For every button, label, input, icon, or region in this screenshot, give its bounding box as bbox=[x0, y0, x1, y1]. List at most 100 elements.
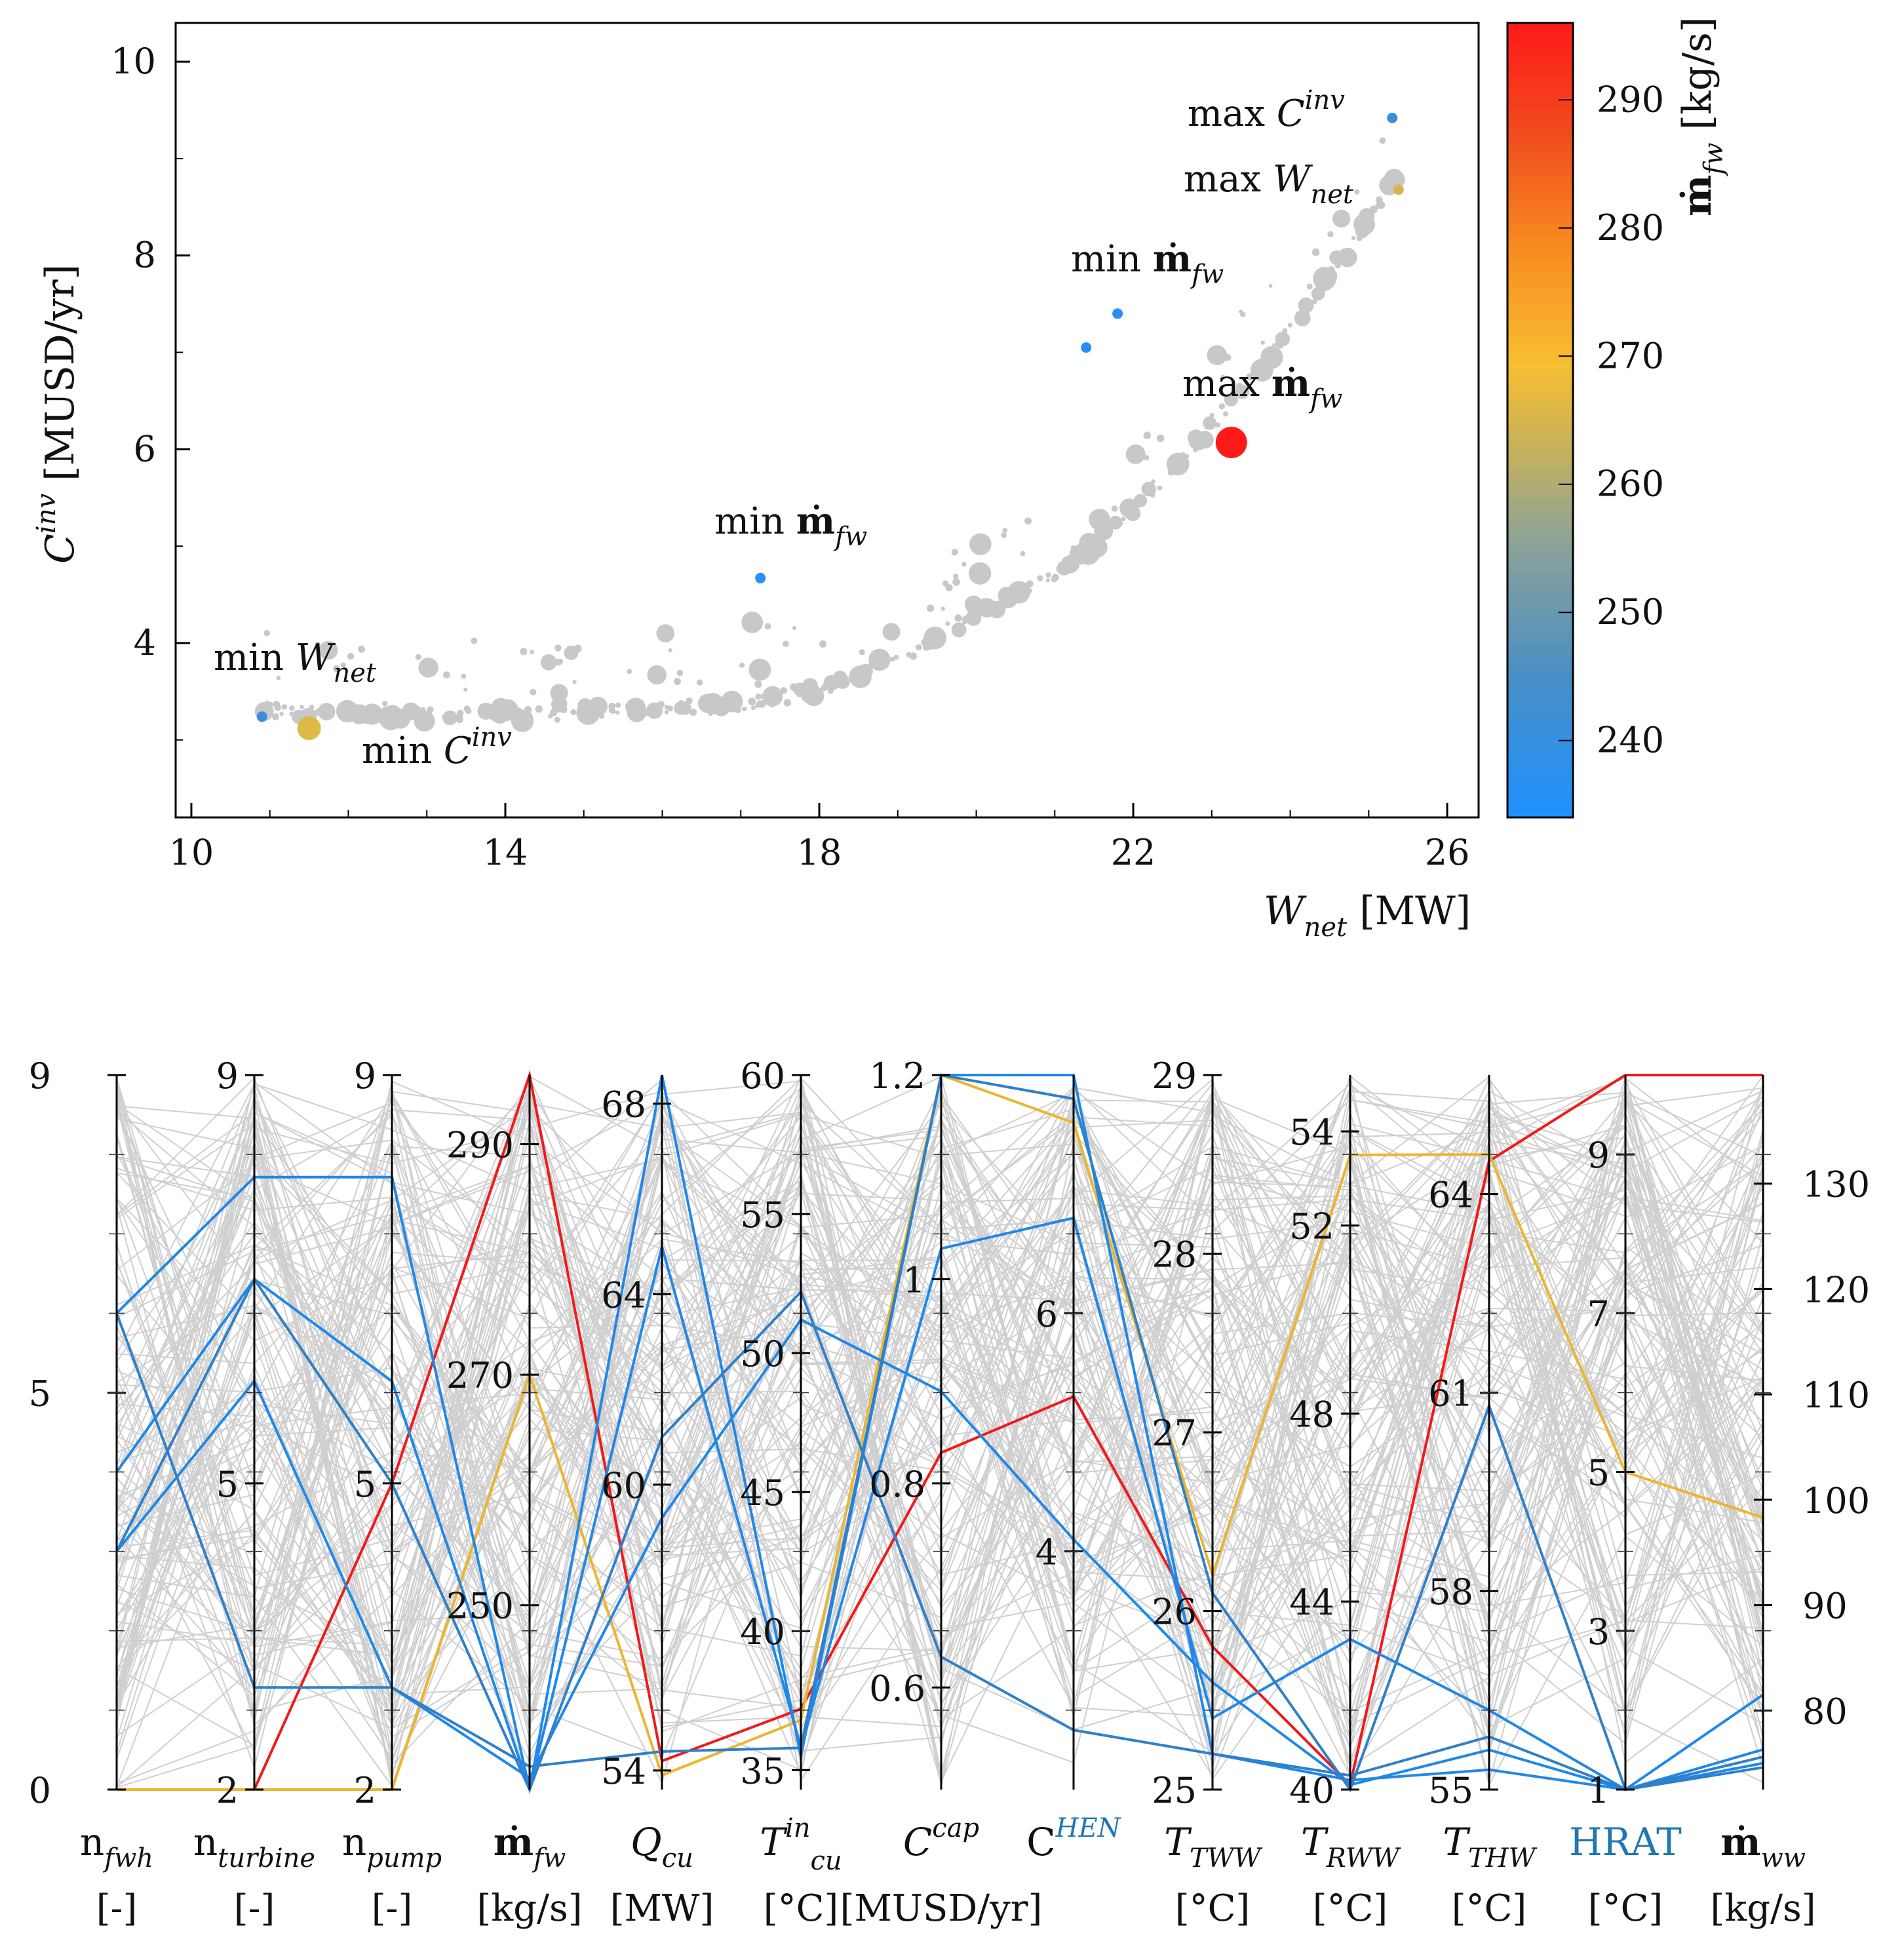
pc-axis-tick-label: 1 bbox=[1587, 1770, 1610, 1811]
scatter-background-point bbox=[792, 625, 797, 631]
scatter-background-point bbox=[576, 701, 600, 725]
pc-axis-tick-label: 9 bbox=[1587, 1135, 1610, 1176]
pc-axis-tick-label: 80 bbox=[1802, 1691, 1848, 1732]
scatter-y-ticks: 4 6 8 10 bbox=[111, 41, 190, 741]
scatter-background-point bbox=[739, 662, 745, 668]
scatter-highlight-point bbox=[1387, 112, 1398, 123]
scatter-background-point bbox=[676, 669, 684, 676]
scatter-background-point bbox=[961, 561, 967, 567]
scatter-background-point bbox=[1157, 485, 1162, 491]
scatter-background-point bbox=[702, 693, 724, 715]
scatter-x-tick-label: 14 bbox=[483, 832, 528, 873]
scatter-background-point bbox=[317, 703, 336, 720]
scatter-background-point bbox=[360, 709, 366, 716]
pc-axis-tick-label: 68 bbox=[601, 1084, 646, 1126]
scatter-background-point bbox=[927, 644, 933, 650]
scatter-background-point bbox=[977, 598, 997, 617]
scatter-background-point bbox=[471, 637, 478, 644]
scatter-background-point bbox=[862, 671, 869, 678]
pc-axis-name: HRAT bbox=[1569, 1820, 1682, 1864]
scatter-background-point bbox=[924, 638, 932, 646]
pc-axis-name: TTWW bbox=[1164, 1820, 1262, 1873]
pc-axis-tick-label: 64 bbox=[601, 1274, 646, 1316]
annotation-max-cinv: max Cinv bbox=[1188, 85, 1345, 135]
pc-axis-tick-label: 27 bbox=[1152, 1413, 1197, 1454]
pc-axis-name: npump bbox=[342, 1820, 442, 1873]
scatter-background-point bbox=[263, 630, 271, 637]
scatter-background-point bbox=[1045, 578, 1050, 583]
scatter-background-point bbox=[783, 699, 791, 707]
annotation-min-wnet: min Wnet bbox=[214, 637, 377, 688]
scatter-background-point bbox=[264, 700, 270, 706]
pc-axis-name: nturbine bbox=[193, 1820, 315, 1873]
scatter-background-point bbox=[272, 713, 279, 720]
pc-axis-unit: [kg/s] bbox=[476, 1887, 582, 1930]
pc-axis-name: nfwh bbox=[80, 1820, 153, 1873]
pc-axis-name: Ccap bbox=[903, 1813, 979, 1864]
scatter-background-point bbox=[893, 654, 899, 660]
scatter-background-point bbox=[764, 623, 771, 630]
scatter-background-point bbox=[615, 710, 620, 715]
scatter-background-point bbox=[289, 705, 295, 711]
scatter-background-point bbox=[418, 657, 438, 678]
scatter-background-point bbox=[347, 653, 355, 660]
scatter-y-tick-label: 6 bbox=[134, 428, 156, 469]
scatter-background-point bbox=[748, 658, 771, 681]
scatter-background-point bbox=[1095, 536, 1101, 543]
scatter-background-point bbox=[1235, 383, 1243, 391]
colorbar-tick-label: 280 bbox=[1597, 207, 1664, 248]
scatter-background-point bbox=[1260, 340, 1265, 345]
scatter-background-point bbox=[627, 669, 632, 675]
pc-axis-tick-label: 28 bbox=[1152, 1234, 1197, 1276]
scatter-x-tick-label: 26 bbox=[1425, 832, 1470, 873]
pc-axis-tick-label: 40 bbox=[1289, 1770, 1334, 1811]
pc-axis-unit: [kg/s] bbox=[1710, 1887, 1815, 1930]
scatter-background-point bbox=[769, 703, 775, 708]
scatter-background-point bbox=[573, 644, 582, 653]
scatter-background-point bbox=[819, 640, 827, 648]
pc-axis-tick-label: 54 bbox=[1289, 1112, 1334, 1153]
scatter-background-point bbox=[530, 650, 534, 655]
scatter-background-point bbox=[333, 665, 340, 673]
scatter-background-point bbox=[1250, 359, 1273, 382]
pc-axis-tick-label: 5 bbox=[29, 1373, 51, 1414]
scatter-background-point bbox=[1386, 189, 1391, 194]
scatter-background-point bbox=[1332, 209, 1351, 228]
scatter-background-point bbox=[554, 658, 562, 666]
scatter-background-point bbox=[945, 621, 950, 626]
scatter-background-point bbox=[419, 707, 424, 712]
scatter-background-point bbox=[315, 641, 320, 647]
scatter-background-point bbox=[300, 705, 304, 710]
pc-axis-tick-label: 29 bbox=[1152, 1055, 1197, 1097]
pc-axis-tick-label: 35 bbox=[740, 1750, 785, 1792]
scatter-background-point bbox=[849, 665, 872, 688]
pc-axis-tick-label: 4 bbox=[1036, 1532, 1058, 1573]
scatter-background-point bbox=[1239, 309, 1243, 314]
scatter-background-point bbox=[998, 587, 1016, 604]
pc-axis-tick-label: 40 bbox=[740, 1611, 785, 1653]
colorbar-title: ṁfw [kg/s] bbox=[1675, 17, 1729, 216]
scatter-background-point bbox=[570, 709, 577, 715]
scatter-background-point bbox=[754, 680, 762, 688]
scatter-background-point bbox=[1193, 447, 1198, 453]
pc-axis-tick-label: 2 bbox=[216, 1770, 239, 1811]
scatter-background-point bbox=[1253, 370, 1258, 375]
pc-axis-tick-label: 250 bbox=[446, 1586, 514, 1627]
scatter-background-point bbox=[1199, 437, 1206, 443]
scatter-background-point bbox=[800, 686, 817, 703]
pc-axis-tick-label: 2 bbox=[354, 1770, 376, 1811]
pc-axes: 059259259250270290546064683540455055600.… bbox=[29, 1055, 1870, 1811]
scatter-highlighted-points bbox=[256, 112, 1404, 741]
pc-background-lines bbox=[116, 1074, 1764, 1788]
scatter-background-point bbox=[461, 673, 467, 679]
scatter-background-point bbox=[1220, 374, 1226, 379]
pc-axis-name: Qcu bbox=[631, 1820, 693, 1873]
scatter-background-point bbox=[915, 644, 922, 651]
scatter-highlight-point bbox=[1112, 308, 1123, 319]
pc-axis-tick-label: 60 bbox=[740, 1055, 785, 1097]
pc-axis-names: nfwh [-] nturbine [-] npump [-] ṁfw [kg/s] Qcu [M… bbox=[80, 1813, 1816, 1930]
scatter-background-point bbox=[1089, 509, 1110, 530]
scatter-background-point bbox=[1209, 412, 1214, 418]
scatter-background-point bbox=[931, 639, 937, 644]
